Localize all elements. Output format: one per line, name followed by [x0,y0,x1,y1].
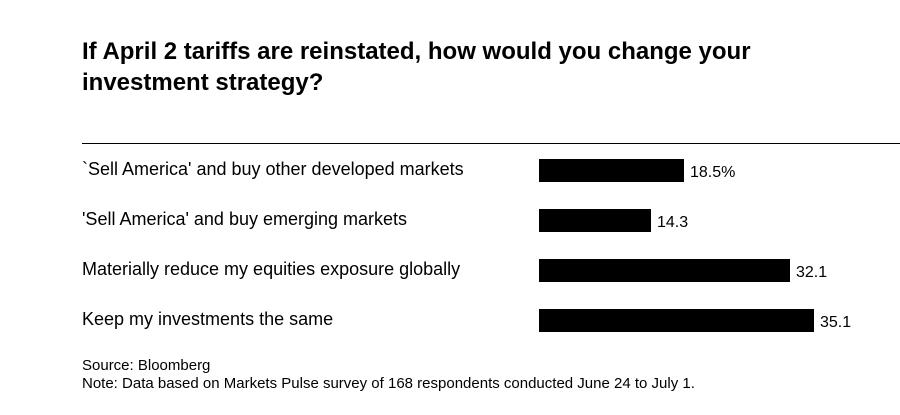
header-rule [82,143,900,144]
bar [539,259,790,282]
value-label: 18.5% [690,164,736,181]
bar [539,159,684,182]
footnote: Note: Data based on Markets Pulse survey… [82,375,695,392]
category-label: 'Sell America' and buy emerging markets [82,209,408,229]
category-label: `Sell America' and buy other developed m… [82,159,464,179]
chart-title: If April 2 tariffs are reinstated, how w… [82,38,751,96]
category-label: Keep my investments the same [82,309,334,329]
value-label: 32.1 [796,264,828,281]
value-label: 35.1 [820,314,852,331]
category-label: Materially reduce my equities exposure g… [82,259,461,279]
value-label: 14.3 [657,214,689,231]
bar [539,309,814,332]
bar [539,209,651,232]
source-note: Source: Bloomberg [82,357,211,374]
